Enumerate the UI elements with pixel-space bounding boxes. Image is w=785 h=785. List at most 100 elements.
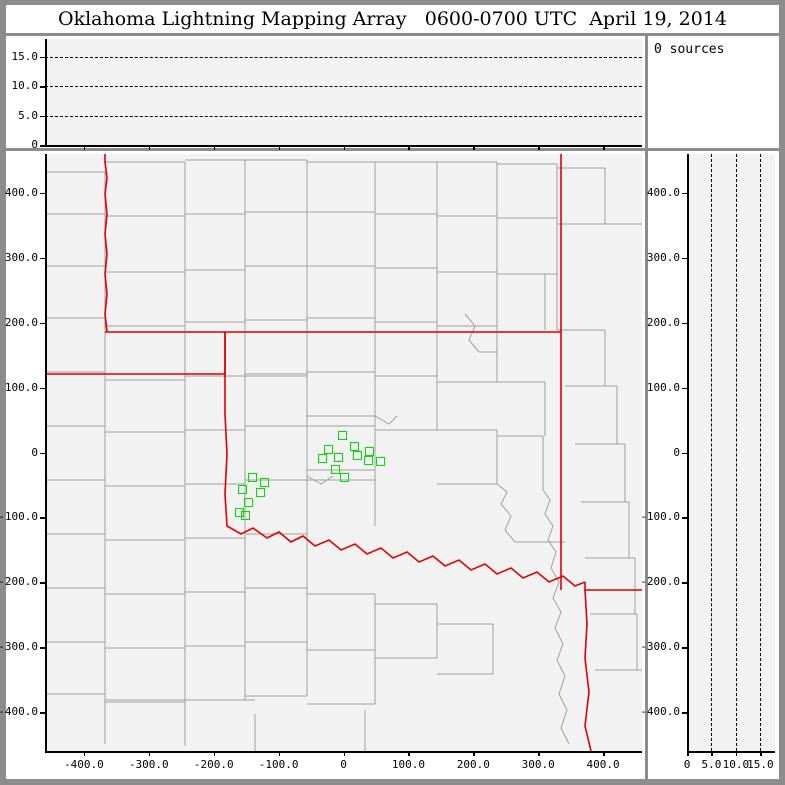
y-tick bbox=[40, 56, 45, 59]
lightning-source-marker[interactable] bbox=[241, 510, 250, 520]
altitude-lateral-plot-area[interactable] bbox=[687, 154, 775, 751]
y-tick-label: 5.0 bbox=[18, 108, 38, 122]
x-tick-label: 15.0 bbox=[747, 758, 774, 771]
x-tick bbox=[278, 145, 281, 150]
lightning-source-marker[interactable] bbox=[255, 488, 265, 498]
y-tick bbox=[40, 192, 45, 195]
y-tick-label: -100.0 bbox=[640, 510, 680, 524]
y-axis-line bbox=[687, 154, 689, 751]
y-tick bbox=[40, 86, 45, 88]
x-tick-label: -200.0 bbox=[193, 758, 234, 771]
x-tick bbox=[603, 145, 605, 150]
gridline-vertical bbox=[760, 154, 762, 751]
y-tick-label: -400.0 bbox=[640, 705, 680, 719]
x-tick bbox=[603, 751, 605, 756]
y-tick-label: -200.0 bbox=[0, 575, 38, 589]
y-tick bbox=[40, 145, 45, 147]
lightning-source-marker[interactable] bbox=[330, 464, 340, 474]
map-geography bbox=[45, 154, 642, 751]
y-tick bbox=[40, 257, 45, 260]
y-tick-label: 200.0 bbox=[4, 315, 38, 329]
lightning-source-marker[interactable] bbox=[244, 497, 254, 507]
y-tick-label: 0 bbox=[31, 445, 38, 459]
x-tick-label: 0 bbox=[340, 758, 347, 771]
gridline-horizontal bbox=[45, 86, 642, 88]
x-tick bbox=[408, 145, 410, 150]
lightning-source-marker[interactable] bbox=[248, 472, 258, 482]
y-tick bbox=[40, 712, 45, 714]
x-tick bbox=[473, 751, 475, 756]
y-tick-label: -300.0 bbox=[0, 640, 38, 654]
y-tick-label: -200.0 bbox=[640, 575, 680, 589]
x-tick bbox=[711, 751, 713, 756]
map-plot-area[interactable] bbox=[45, 154, 642, 751]
lightning-source-marker[interactable] bbox=[364, 447, 374, 457]
y-tick-label: 100.0 bbox=[4, 380, 38, 394]
source-count-panel: 0 sources bbox=[648, 36, 779, 148]
lightning-source-marker[interactable] bbox=[350, 442, 360, 452]
lightning-source-marker[interactable] bbox=[364, 456, 374, 466]
x-tick bbox=[148, 751, 151, 756]
gridline-vertical bbox=[735, 154, 737, 751]
y-tick bbox=[682, 322, 687, 325]
x-tick-label: 0 bbox=[683, 758, 691, 771]
y-tick-label: 10.0 bbox=[11, 79, 39, 93]
y-tick bbox=[40, 582, 45, 584]
x-tick bbox=[408, 751, 410, 756]
y-tick-label: 400.0 bbox=[4, 185, 38, 199]
y-tick-label: 100.0 bbox=[646, 380, 680, 394]
y-tick bbox=[682, 517, 687, 519]
x-tick bbox=[473, 145, 475, 150]
y-tick-label: 300.0 bbox=[4, 250, 38, 264]
x-tick-label: 100.0 bbox=[391, 758, 425, 771]
x-tick-label: 300.0 bbox=[521, 758, 555, 771]
x-tick-label: 200.0 bbox=[456, 758, 490, 771]
x-axis-line bbox=[687, 751, 775, 753]
x-tick bbox=[83, 751, 86, 756]
lightning-source-marker[interactable] bbox=[259, 478, 269, 488]
x-tick bbox=[687, 751, 689, 756]
lightning-source-marker[interactable] bbox=[337, 431, 347, 441]
x-tick bbox=[343, 145, 345, 150]
gridline-vertical bbox=[711, 154, 713, 751]
altitude-lateral-panel[interactable]: 400.0 300.0 200.0 100.0 0 -100.0 -200.0 -300.0 -… bbox=[640, 151, 779, 779]
x-tick bbox=[538, 751, 540, 756]
lightning-source-marker[interactable] bbox=[340, 472, 350, 482]
page-title: Oklahoma Lightning Mapping Array 0600-07… bbox=[58, 8, 727, 30]
x-tick-label: 10.0 bbox=[722, 758, 750, 771]
lightning-source-marker[interactable] bbox=[353, 451, 363, 461]
altitude-time-panel[interactable]: 05.010.015.0-400.0-300.0-200.0-100.00100… bbox=[6, 36, 645, 165]
altitude-time-plot-area[interactable] bbox=[45, 39, 642, 145]
plan-view-map-panel[interactable]: 400.0 300.0 200.0 100.0 0 -100.0 -200.0 -300.0 -… bbox=[0, 151, 645, 779]
x-tick-label: 400.0 bbox=[586, 758, 620, 771]
x-tick bbox=[735, 751, 738, 756]
y-tick-label: 200.0 bbox=[646, 315, 680, 329]
y-axis-line bbox=[45, 154, 47, 751]
y-tick-label: 400.0 bbox=[646, 185, 680, 199]
y-tick bbox=[40, 387, 45, 390]
x-tick bbox=[213, 145, 216, 150]
y-tick bbox=[682, 257, 687, 260]
y-tick-label: 0 bbox=[673, 445, 680, 459]
x-tick bbox=[760, 751, 762, 756]
lightning-source-marker[interactable] bbox=[235, 508, 245, 518]
x-tick bbox=[213, 751, 216, 756]
y-tick bbox=[682, 192, 687, 195]
y-tick-label: 0 bbox=[31, 138, 38, 151]
y-tick-label: 300.0 bbox=[646, 250, 680, 264]
lightning-source-marker[interactable] bbox=[238, 484, 248, 494]
lightning-source-marker[interactable] bbox=[324, 444, 334, 454]
gridline-horizontal bbox=[45, 56, 642, 58]
y-tick bbox=[682, 387, 687, 390]
x-tick-label: 5.0 bbox=[701, 758, 722, 771]
y-tick bbox=[40, 452, 45, 454]
y-tick bbox=[682, 452, 687, 454]
lightning-source-marker[interactable] bbox=[375, 457, 385, 467]
y-tick bbox=[40, 322, 45, 325]
source-count-label: 0 sources bbox=[654, 42, 725, 57]
county-borders bbox=[45, 159, 642, 751]
lightning-source-marker[interactable] bbox=[318, 453, 328, 463]
lightning-source-marker[interactable] bbox=[334, 453, 344, 463]
x-tick bbox=[538, 145, 540, 150]
